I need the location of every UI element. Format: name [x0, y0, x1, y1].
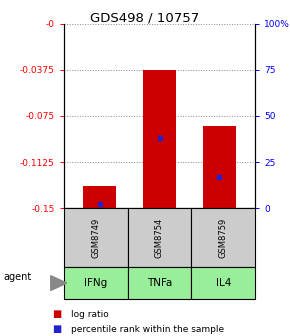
- Text: GSM8754: GSM8754: [155, 218, 164, 258]
- Text: ■: ■: [52, 324, 61, 334]
- Text: GSM8759: GSM8759: [219, 218, 228, 258]
- Bar: [83, 186, 116, 208]
- Text: IL4: IL4: [215, 278, 231, 288]
- Text: log ratio: log ratio: [71, 310, 109, 319]
- Bar: [203, 126, 236, 208]
- Text: ■: ■: [52, 309, 61, 319]
- Text: percentile rank within the sample: percentile rank within the sample: [71, 325, 224, 334]
- Text: GDS498 / 10757: GDS498 / 10757: [90, 12, 200, 25]
- Text: TNFa: TNFa: [147, 278, 172, 288]
- Text: GSM8749: GSM8749: [91, 218, 100, 258]
- Bar: [143, 70, 176, 208]
- Text: agent: agent: [3, 272, 31, 282]
- Text: IFNg: IFNg: [84, 278, 107, 288]
